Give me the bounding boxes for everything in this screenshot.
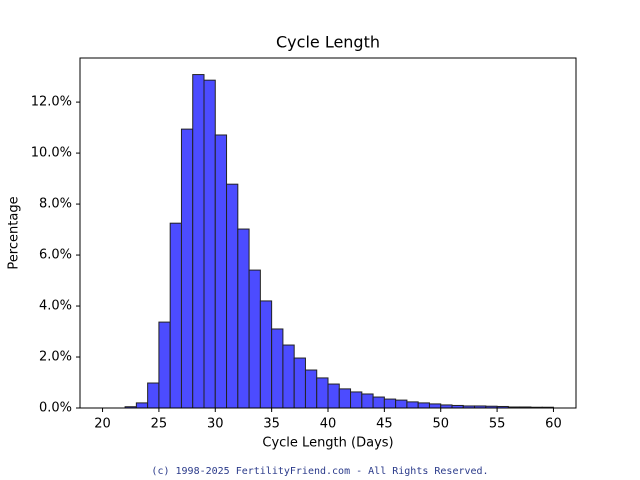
x-tick-label: 60 — [545, 417, 562, 432]
bar — [271, 328, 284, 409]
x-axis-label: Cycle Length (Days) — [262, 436, 393, 451]
bar — [158, 321, 171, 409]
footer: (c) 1998-2025 FertilityFriend.com - All … — [151, 466, 488, 477]
bar — [304, 369, 318, 409]
y-tick-label: 12.0% — [31, 95, 72, 110]
y-tick-label: 0.0% — [39, 401, 72, 416]
x-tick-label: 50 — [432, 417, 449, 432]
bar — [417, 402, 430, 409]
x-tick-label: 25 — [151, 417, 168, 432]
bar — [169, 222, 182, 409]
x-tick-label: 20 — [94, 417, 111, 432]
bar — [338, 388, 352, 409]
x-tick-label: 30 — [207, 417, 224, 432]
bar — [147, 382, 160, 409]
bar — [180, 128, 194, 409]
x-tick-label: 45 — [376, 417, 393, 432]
bar — [361, 393, 374, 409]
bar — [428, 403, 442, 409]
y-tick-label: 6.0% — [39, 248, 72, 263]
x-tick-label: 40 — [320, 417, 337, 432]
y-tick-label: 8.0% — [39, 197, 72, 212]
x-tick-label: 35 — [263, 417, 280, 432]
bar — [237, 228, 250, 409]
bar — [327, 383, 340, 409]
bar — [214, 134, 228, 409]
bar — [372, 396, 385, 409]
bar — [259, 300, 273, 409]
bar — [350, 391, 363, 409]
bar — [135, 402, 149, 409]
y-tick-label: 2.0% — [39, 350, 72, 365]
y-tick-label: 4.0% — [39, 299, 72, 314]
bar — [395, 399, 408, 409]
y-tick-label: 10.0% — [31, 146, 72, 161]
bar — [203, 79, 216, 409]
x-tick-label: 55 — [489, 417, 506, 432]
bar — [226, 183, 239, 409]
bar — [293, 357, 306, 409]
bar — [192, 74, 205, 409]
bar — [406, 401, 419, 409]
bar — [248, 269, 261, 409]
plot-frame — [79, 57, 577, 409]
bar — [282, 344, 295, 409]
chart-title: Cycle Length — [276, 33, 380, 52]
bar — [316, 377, 329, 409]
bar — [383, 398, 397, 409]
y-axis-label: Percentage — [7, 196, 22, 269]
